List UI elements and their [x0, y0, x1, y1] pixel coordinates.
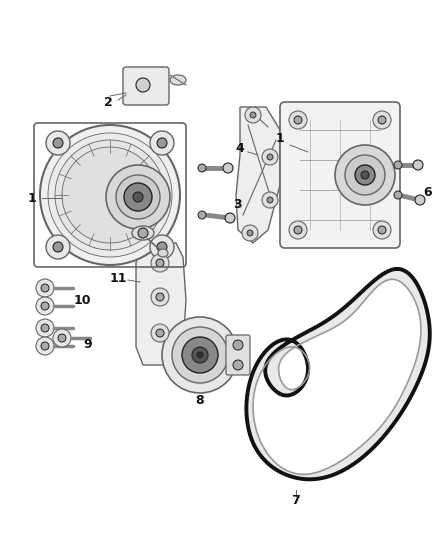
Circle shape — [58, 334, 66, 342]
Circle shape — [198, 164, 206, 172]
Circle shape — [36, 337, 54, 355]
Circle shape — [40, 125, 180, 265]
Circle shape — [116, 175, 160, 219]
Circle shape — [335, 145, 395, 205]
Circle shape — [172, 327, 228, 383]
Circle shape — [378, 226, 386, 234]
Circle shape — [136, 78, 150, 92]
Circle shape — [394, 161, 402, 169]
Circle shape — [41, 302, 49, 310]
Circle shape — [157, 138, 167, 148]
Text: 8: 8 — [196, 393, 204, 407]
Circle shape — [247, 230, 253, 236]
Text: 4: 4 — [236, 141, 244, 155]
Circle shape — [289, 221, 307, 239]
Polygon shape — [136, 243, 186, 365]
Polygon shape — [236, 107, 280, 243]
Circle shape — [53, 329, 71, 347]
Circle shape — [41, 342, 49, 350]
Circle shape — [267, 154, 273, 160]
Circle shape — [150, 235, 174, 259]
Circle shape — [36, 297, 54, 315]
Circle shape — [151, 288, 169, 306]
Polygon shape — [246, 269, 430, 479]
Circle shape — [373, 111, 391, 129]
Circle shape — [192, 347, 208, 363]
FancyBboxPatch shape — [123, 67, 169, 105]
Circle shape — [138, 228, 148, 238]
Circle shape — [150, 131, 174, 155]
Circle shape — [378, 116, 386, 124]
Circle shape — [41, 324, 49, 332]
Circle shape — [36, 319, 54, 337]
Text: 2: 2 — [104, 95, 113, 109]
Ellipse shape — [170, 75, 186, 85]
Text: 7: 7 — [292, 494, 300, 506]
Ellipse shape — [158, 249, 168, 257]
Circle shape — [48, 133, 172, 257]
Circle shape — [133, 192, 143, 202]
Circle shape — [242, 225, 258, 241]
Circle shape — [294, 226, 302, 234]
Circle shape — [53, 138, 63, 148]
Circle shape — [41, 284, 49, 292]
Circle shape — [55, 140, 165, 250]
Circle shape — [198, 211, 206, 219]
Circle shape — [106, 165, 170, 229]
Circle shape — [124, 183, 152, 211]
Circle shape — [182, 337, 218, 373]
Circle shape — [345, 155, 385, 195]
Circle shape — [394, 191, 402, 199]
Circle shape — [156, 293, 164, 301]
FancyBboxPatch shape — [226, 335, 250, 375]
Circle shape — [156, 329, 164, 337]
Circle shape — [46, 235, 70, 259]
Circle shape — [233, 340, 243, 350]
FancyBboxPatch shape — [280, 102, 400, 248]
Circle shape — [262, 149, 278, 165]
Circle shape — [225, 213, 235, 223]
Circle shape — [294, 116, 302, 124]
Circle shape — [413, 160, 423, 170]
Circle shape — [162, 317, 238, 393]
Circle shape — [197, 352, 203, 358]
Circle shape — [46, 131, 70, 155]
Circle shape — [289, 111, 307, 129]
Text: 3: 3 — [234, 198, 242, 212]
Circle shape — [157, 242, 167, 252]
Text: 1: 1 — [276, 132, 284, 144]
Text: 6: 6 — [424, 185, 432, 198]
Circle shape — [36, 279, 54, 297]
Circle shape — [53, 242, 63, 252]
Circle shape — [151, 254, 169, 272]
Circle shape — [373, 221, 391, 239]
Circle shape — [355, 165, 375, 185]
Circle shape — [233, 360, 243, 370]
Circle shape — [262, 192, 278, 208]
Circle shape — [156, 259, 164, 267]
Text: 1: 1 — [28, 191, 36, 205]
Ellipse shape — [132, 226, 154, 240]
Text: 10: 10 — [73, 294, 91, 306]
Circle shape — [361, 171, 369, 179]
Circle shape — [250, 112, 256, 118]
Circle shape — [151, 324, 169, 342]
Text: 11: 11 — [109, 271, 127, 285]
Circle shape — [62, 147, 158, 243]
Circle shape — [223, 163, 233, 173]
Circle shape — [267, 197, 273, 203]
Text: 9: 9 — [84, 338, 92, 351]
Circle shape — [245, 107, 261, 123]
Circle shape — [415, 195, 425, 205]
